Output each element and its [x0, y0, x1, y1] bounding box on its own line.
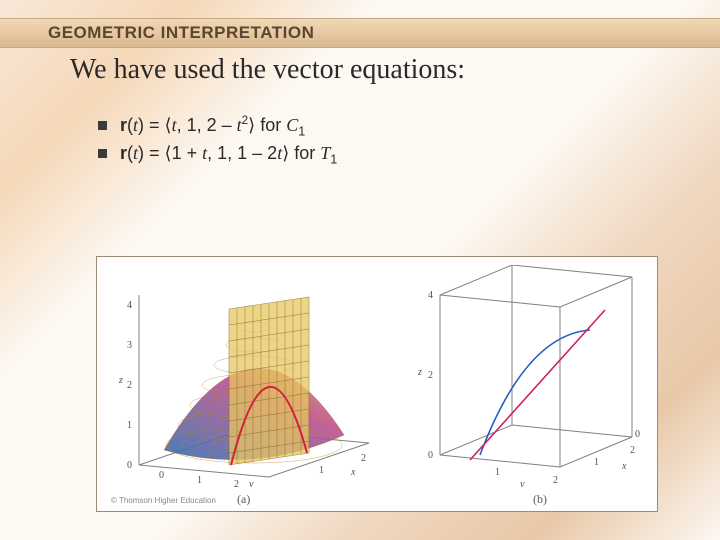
figure-panel-b: 0 2 4 z 1 2 y 1 2 x 0	[410, 265, 645, 487]
svg-text:2: 2	[428, 370, 433, 381]
svg-text:0: 0	[127, 460, 132, 471]
svg-text:0: 0	[428, 450, 433, 461]
svg-text:2: 2	[361, 453, 366, 464]
panel-b-label: (b)	[533, 492, 547, 507]
svg-text:1: 1	[197, 475, 202, 486]
figure-panel-a: 0 1 2 3 4 z 1 y 0 2 1 2 x	[109, 265, 389, 487]
svg-text:2: 2	[234, 479, 239, 487]
svg-text:1: 1	[495, 467, 500, 478]
svg-text:z: z	[118, 375, 123, 386]
svg-text:1: 1	[594, 457, 599, 468]
bullet-square-icon	[98, 121, 107, 130]
svg-text:z: z	[417, 367, 422, 378]
subtitle-text: We have used the vector equations:	[70, 54, 720, 86]
bullet-list: r(t) = ⟨t, 1, 2 – t2⟩ for C1 r(t) = ⟨1 +…	[98, 114, 720, 166]
svg-text:2: 2	[553, 475, 558, 486]
copyright-text: © Thomson Higher Education	[111, 496, 216, 505]
panel-a-label: (a)	[237, 492, 250, 507]
bullet-item: r(t) = ⟨t, 1, 2 – t2⟩ for C1	[98, 114, 720, 139]
svg-text:1: 1	[319, 465, 324, 476]
svg-text:0: 0	[635, 429, 640, 440]
title-bar: GEOMETRIC INTERPRETATION	[0, 18, 720, 48]
svg-text:3: 3	[127, 340, 132, 351]
svg-text:4: 4	[428, 290, 433, 301]
surface-plot-icon: 0 1 2 3 4 z 1 y 0 2 1 2 x	[109, 265, 389, 487]
figure-container: 0 1 2 3 4 z 1 y 0 2 1 2 x	[96, 256, 658, 512]
svg-text:y: y	[248, 479, 254, 487]
svg-text:4: 4	[127, 300, 132, 311]
svg-text:x: x	[621, 461, 627, 472]
svg-text:0: 0	[159, 470, 164, 481]
section-title: GEOMETRIC INTERPRETATION	[0, 19, 720, 43]
bullet-square-icon	[98, 149, 107, 158]
svg-text:1: 1	[127, 420, 132, 431]
svg-text:2: 2	[127, 380, 132, 391]
cube-plot-icon: 0 2 4 z 1 2 y 1 2 x 0	[410, 265, 645, 487]
bullet-item: r(t) = ⟨1 + t, 1, 1 – 2t⟩ for T1	[98, 143, 720, 167]
svg-text:x: x	[350, 467, 356, 478]
svg-text:2: 2	[630, 445, 635, 456]
svg-text:y: y	[519, 479, 525, 487]
